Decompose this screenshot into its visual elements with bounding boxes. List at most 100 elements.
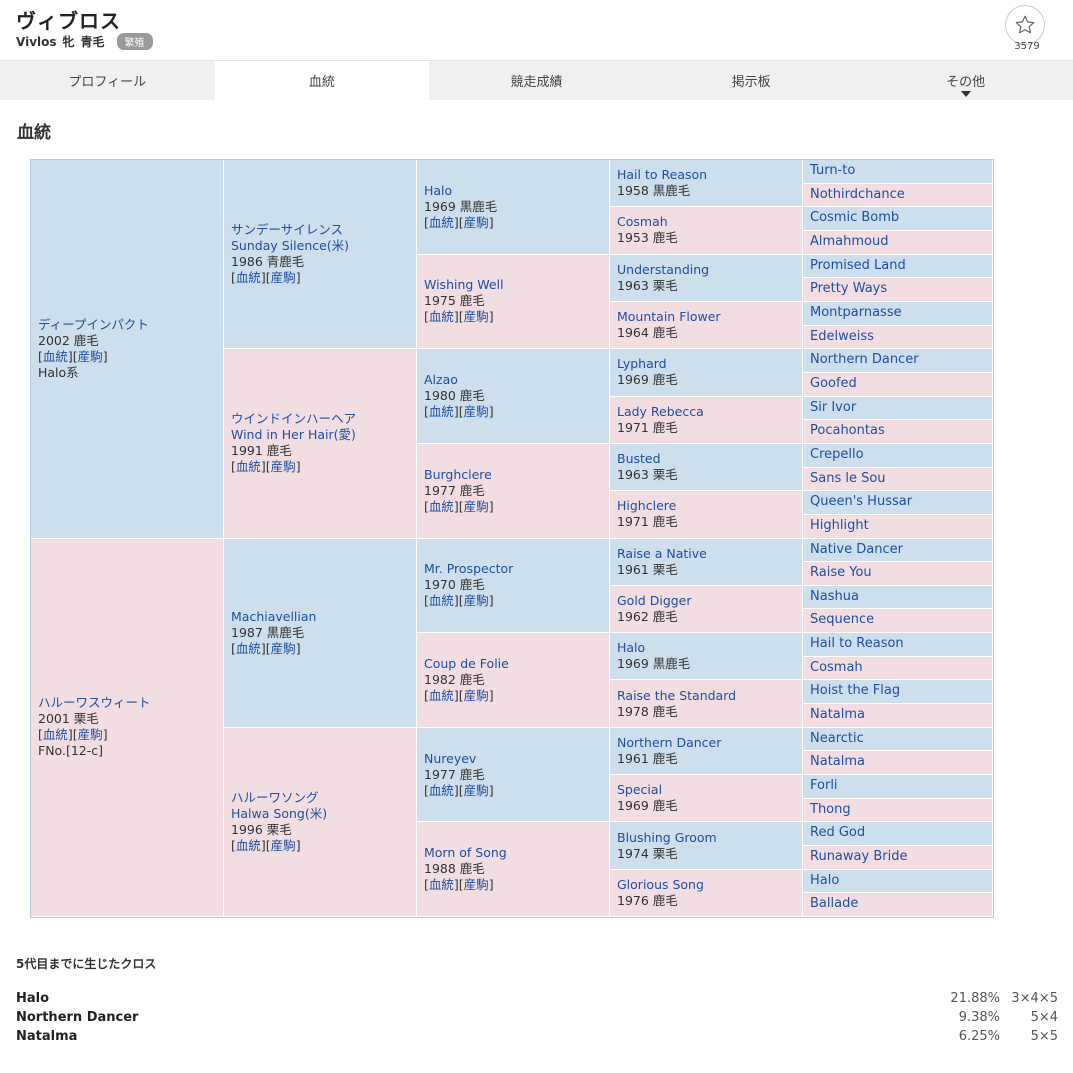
- birth-year-color: 1969 鹿毛: [617, 798, 678, 814]
- pedigree-link[interactable]: 血統: [428, 593, 454, 609]
- horse-link[interactable]: Almahmoud: [810, 233, 889, 249]
- progeny-link[interactable]: 産駒: [463, 404, 489, 420]
- horse-link[interactable]: Queen's Hussar: [810, 494, 913, 510]
- pedigree-link[interactable]: 血統: [428, 782, 454, 798]
- horse-link[interactable]: Thong: [810, 801, 851, 817]
- progeny-link[interactable]: 産駒: [463, 498, 489, 514]
- pedigree-link[interactable]: 血統: [428, 877, 454, 893]
- horse-link[interactable]: Sans le Sou: [810, 470, 886, 486]
- progeny-link[interactable]: 産駒: [463, 309, 489, 325]
- progeny-link[interactable]: 産駒: [270, 837, 296, 853]
- horse-link[interactable]: ハルーワソング: [231, 789, 319, 805]
- horse-link[interactable]: Wishing Well: [424, 277, 504, 293]
- tab-board[interactable]: 掲示板: [731, 75, 771, 90]
- horse-link[interactable]: Mr. Prospector: [424, 561, 514, 577]
- tab-other[interactable]: その他: [858, 61, 1073, 100]
- tab-pedigree[interactable]: 血統: [214, 61, 430, 100]
- progeny-link[interactable]: 産駒: [463, 877, 489, 893]
- progeny-link[interactable]: 産駒: [270, 459, 296, 475]
- progeny-link[interactable]: 産駒: [463, 593, 489, 609]
- horse-link[interactable]: Northern Dancer: [617, 734, 722, 750]
- horse-link[interactable]: Nothirdchance: [810, 186, 905, 202]
- horse-link[interactable]: Raise You: [810, 565, 872, 581]
- horse-link[interactable]: ウインドインハーヘア: [231, 411, 357, 427]
- horse-link[interactable]: Coup de Folie: [424, 655, 509, 671]
- horse-link[interactable]: Hail to Reason: [617, 167, 708, 183]
- horse-link[interactable]: Native Dancer: [810, 541, 903, 557]
- progeny-link[interactable]: 産駒: [270, 640, 296, 656]
- pedigree-link[interactable]: 血統: [428, 498, 454, 514]
- horse-link[interactable]: Halo: [424, 182, 453, 198]
- pedigree-link[interactable]: 血統: [428, 404, 454, 420]
- horse-link[interactable]: Glorious Song: [617, 876, 704, 892]
- horse-link[interactable]: Busted: [617, 451, 661, 467]
- horse-link[interactable]: Northern Dancer: [810, 352, 919, 368]
- horse-link[interactable]: Lyphard: [617, 356, 667, 372]
- progeny-link[interactable]: 産駒: [463, 687, 489, 703]
- horse-link[interactable]: Montparnasse: [810, 304, 902, 320]
- horse-link[interactable]: Nearctic: [810, 730, 864, 746]
- horse-link[interactable]: Cosmah: [810, 659, 863, 675]
- tab-race-results[interactable]: 競走成績: [510, 75, 563, 90]
- pedigree-link[interactable]: 血統: [428, 309, 454, 325]
- horse-link[interactable]: Lady Rebecca: [617, 403, 704, 419]
- horse-link[interactable]: Nureyev: [424, 750, 477, 766]
- horse-link[interactable]: Crepello: [810, 446, 864, 462]
- horse-link[interactable]: Halo: [617, 640, 646, 656]
- horse-link[interactable]: Burghclere: [424, 466, 492, 482]
- progeny-link[interactable]: 産駒: [463, 214, 489, 230]
- horse-link[interactable]: Hoist the Flag: [810, 683, 901, 699]
- horse-link[interactable]: Morn of Song: [424, 845, 507, 861]
- horse-link[interactable]: Turn-to: [810, 163, 856, 178]
- pedigree-link[interactable]: 血統: [235, 459, 261, 475]
- progeny-link[interactable]: 産駒: [270, 270, 296, 286]
- horse-link[interactable]: Mountain Flower: [617, 309, 721, 325]
- horse-link[interactable]: Pretty Ways: [810, 281, 888, 297]
- horse-link-alt[interactable]: Sunday Silence(米): [231, 238, 350, 254]
- horse-link[interactable]: Highlight: [810, 517, 869, 533]
- horse-link[interactable]: ハルーワスウィート: [38, 695, 151, 711]
- tab-profile[interactable]: プロフィール: [68, 75, 147, 90]
- horse-link[interactable]: Pocahontas: [810, 423, 885, 439]
- horse-link[interactable]: Edelweiss: [810, 328, 874, 344]
- horse-link[interactable]: Red God: [810, 825, 866, 841]
- progeny-link[interactable]: 産駒: [77, 348, 103, 364]
- horse-link[interactable]: Runaway Bride: [810, 849, 908, 865]
- horse-link[interactable]: ディープインパクト: [38, 316, 149, 332]
- horse-link[interactable]: Blushing Groom: [617, 829, 717, 845]
- horse-link[interactable]: Natalma: [810, 754, 865, 770]
- pedigree-link[interactable]: 血統: [235, 837, 261, 853]
- horse-link-alt[interactable]: Wind in Her Hair(愛): [231, 427, 356, 443]
- horse-link[interactable]: Machiavellian: [231, 608, 317, 624]
- horse-link[interactable]: Sir Ivor: [810, 399, 857, 415]
- horse-link[interactable]: Cosmic Bomb: [810, 210, 900, 226]
- horse-link[interactable]: Promised Land: [810, 257, 906, 273]
- pedigree-link[interactable]: 血統: [428, 214, 454, 230]
- pedigree-link[interactable]: 血統: [235, 640, 261, 656]
- horse-link[interactable]: Raise the Standard: [617, 687, 737, 703]
- pedigree-link[interactable]: 血統: [235, 270, 261, 286]
- horse-link[interactable]: Alzao: [424, 372, 458, 388]
- horse-link[interactable]: Understanding: [617, 261, 710, 277]
- horse-link[interactable]: サンデーサイレンス: [231, 222, 344, 238]
- pedigree-link[interactable]: 血統: [428, 687, 454, 703]
- horse-link[interactable]: Forli: [810, 778, 838, 794]
- horse-link[interactable]: Raise a Native: [617, 545, 707, 561]
- progeny-link[interactable]: 産駒: [77, 727, 103, 743]
- pedigree-link[interactable]: 血統: [42, 727, 68, 743]
- horse-link[interactable]: Gold Digger: [617, 592, 692, 608]
- progeny-link[interactable]: 産駒: [463, 782, 489, 798]
- horse-link[interactable]: Sequence: [810, 612, 875, 628]
- horse-link-alt[interactable]: Halwa Song(米): [231, 805, 328, 821]
- horse-link[interactable]: Cosmah: [617, 214, 668, 230]
- horse-link[interactable]: Hail to Reason: [810, 636, 904, 652]
- horse-link[interactable]: Goofed: [810, 375, 857, 391]
- horse-link[interactable]: Highclere: [617, 498, 677, 514]
- pedigree-link[interactable]: 血統: [42, 348, 68, 364]
- horse-link[interactable]: Nashua: [810, 588, 859, 604]
- horse-link[interactable]: Special: [617, 782, 663, 798]
- horse-link[interactable]: Natalma: [810, 707, 865, 723]
- horse-link[interactable]: Halo: [810, 872, 840, 888]
- favorite-button[interactable]: [1005, 5, 1045, 45]
- horse-link[interactable]: Ballade: [810, 896, 859, 912]
